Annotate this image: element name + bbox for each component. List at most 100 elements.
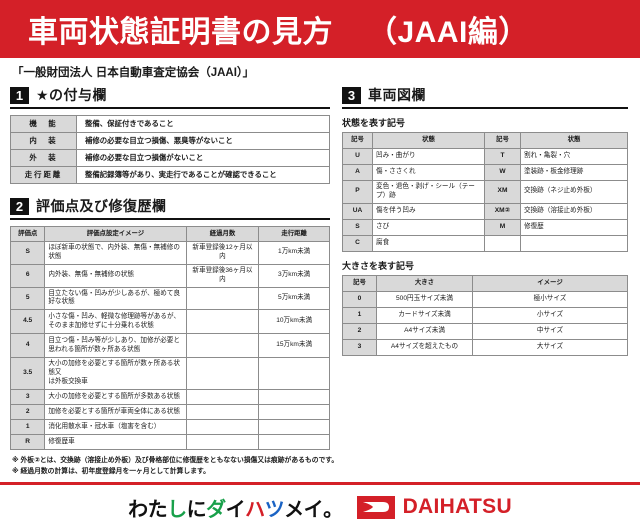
section-2-heading: 2 評価点及び修復歴欄 — [10, 196, 330, 220]
column-header-size: 大きさ — [376, 274, 473, 292]
cell-months — [185, 286, 260, 311]
content-columns: 1 ★の付与欄 機 能 整備、保証付きであること 内 装 補修の必要な目立つ損傷… — [0, 85, 640, 451]
cell-mileage: 15万km未満 — [258, 333, 330, 359]
cell-months — [185, 434, 260, 451]
cell-symbol-1: UA — [342, 202, 373, 220]
cell-symbol-2: M — [484, 218, 521, 236]
table-row: C 腐食 — [342, 234, 628, 252]
cell-point: 2 — [9, 404, 46, 421]
section-2-number: 2 — [10, 197, 29, 215]
cell-state-1: 傷・ささくれ — [372, 164, 485, 181]
right-column: 3 車両図欄 状態を表す記号 記号 状態 記号 状態 U 凹み・曲がり T 割れ… — [342, 85, 628, 450]
cell-months — [185, 357, 260, 391]
table-row: 0 500円玉サイズ未満 極小サイズ — [342, 290, 628, 308]
tagline-part: メイ — [284, 498, 324, 521]
state-symbols-table: 記号 状態 記号 状態 U 凹み・曲がり T 割れ・亀裂・穴 A 傷・ささくれ … — [342, 132, 628, 252]
cell-size-image: 中サイズ — [472, 322, 628, 340]
cell-symbol-1: A — [342, 164, 373, 181]
cell-symbol-2 — [484, 234, 521, 252]
size-symbols-table-body: 記号 大きさ イメージ 0 500円玉サイズ未満 極小サイズ 1 カードサイズ未… — [342, 274, 628, 356]
table-header-row: 記号 大きさ イメージ — [342, 274, 628, 292]
cell-size-image: 大サイズ — [472, 338, 628, 356]
page-footer: わたしにダイハツメイ。 DAIHATSU — [0, 485, 640, 529]
table-row: P 変色・退色・剥げ・シール（テープ）跡 XM 交換跡（ネジ止め外板） — [342, 180, 628, 204]
table-row: UA 傷を伴う凹み XM② 交換跡（溶接止め外板） — [342, 202, 628, 220]
row-description: 整備記録簿等があり、実走行であることが確認できること — [76, 166, 330, 184]
cell-size-image: 極小サイズ — [472, 290, 628, 308]
cell-point: R — [9, 434, 46, 451]
table-row: 1 カードサイズ未満 小サイズ — [342, 306, 628, 324]
table-row: S ほぼ新車の状態で、内外装、無傷・無補修の状態 新車登録後12ヶ月以内 1万k… — [9, 241, 330, 265]
cell-image: 修復歴車 — [44, 434, 187, 451]
cell-state-1: さび — [372, 218, 485, 236]
cell-months: 新車登録後12ヶ月以内 — [185, 241, 260, 265]
cell-state-1: 凹み・曲がり — [372, 148, 485, 165]
cell-mileage: 1万km未満 — [258, 241, 330, 265]
row-label: 機 能 — [10, 115, 77, 133]
cell-size: A4サイズ未満 — [376, 322, 473, 340]
cell-size: A4サイズを超えたもの — [376, 338, 473, 356]
footnote-line-1: ※ 外板②とは、交換跡（溶接止め外板）及び骨格部位に修復歴をともなない損傷又は痕… — [12, 457, 339, 465]
cell-months: 新車登録後36ヶ月以内 — [185, 263, 260, 288]
cell-symbol-1: U — [342, 148, 373, 165]
cell-months — [185, 309, 260, 335]
cell-size-image: 小サイズ — [472, 306, 628, 324]
cell-size-symbol: 3 — [342, 338, 377, 356]
cell-image: 消化用散水車・冠水車（塩害を含む） — [44, 419, 187, 436]
column-header-image: 評価点設定イメージ — [44, 226, 187, 242]
cell-mileage — [258, 357, 330, 391]
column-header-state-2: 状態 — [520, 132, 628, 149]
table-row: 5 目立たない傷・凹みが少しあるが、極めて良好な状態 5万km未満 — [9, 286, 330, 311]
column-header-symbol-2: 記号 — [484, 132, 521, 149]
footnote-line-2: ※ 経過月数の計算は、初年度登録月を一ヶ月として計算します。 — [12, 467, 210, 475]
cell-symbol-2: W — [484, 164, 521, 181]
daihatsu-tagline: わたしにダイハツメイ。 — [128, 493, 343, 522]
cell-point: 1 — [9, 419, 46, 436]
table-row: 3 A4サイズを超えたもの 大サイズ — [342, 338, 628, 356]
column-header-months: 経過月数 — [185, 226, 260, 242]
page-title-paren: （JAAI編） — [367, 16, 529, 49]
tagline-part: ハ — [245, 498, 265, 521]
cell-image: 小さな傷・凹み、軽微な修理跡等があるが、 そのまま加修せずに十分乗れる状態 — [44, 309, 187, 335]
table-row: 2 A4サイズ未満 中サイズ — [342, 322, 628, 340]
table-row: A 傷・ささくれ W 塗装跡・板金修理跡 — [342, 164, 628, 181]
column-header-symbol-1: 記号 — [342, 132, 373, 149]
cell-months — [185, 404, 260, 421]
table-row: 6 内外装、無傷・無補修の状態 新車登録後36ヶ月以内 3万km未満 — [9, 263, 330, 288]
cell-mileage: 5万km未満 — [258, 286, 330, 311]
cell-point: S — [9, 241, 46, 265]
cell-point: 3 — [9, 389, 46, 406]
tagline-part: し — [167, 498, 187, 521]
cell-mileage — [258, 404, 330, 421]
table-row: S さび M 修復歴 — [342, 218, 628, 236]
cell-state-2: 修復歴 — [520, 218, 628, 236]
page-title-main: 車両状態証明書の見方 — [28, 16, 333, 49]
cell-symbol-1: S — [342, 218, 373, 236]
table-row: 走行距離 整備記録簿等があり、実走行であることが確認できること — [10, 166, 330, 184]
section-3-number: 3 — [342, 86, 361, 104]
tagline-part: ツ — [264, 498, 285, 521]
section-1-number: 1 — [10, 86, 29, 104]
cell-image: 加修を必要とする箇所が車両全体にある状態 — [44, 404, 187, 421]
cell-point: 6 — [9, 263, 46, 288]
table-row: 機 能 整備、保証付きであること — [10, 115, 330, 133]
cell-state-1: 変色・退色・剥げ・シール（テープ）跡 — [372, 180, 485, 204]
section-1-title: ★の付与欄 — [36, 87, 108, 103]
section-2-table: 評価点 評価点設定イメージ 経過月数 走行距離 S ほぼ新車の状態で、内外装、無… — [9, 226, 330, 451]
tagline-part: 。 — [323, 498, 343, 521]
table-row: U 凹み・曲がり T 割れ・亀裂・穴 — [342, 148, 628, 165]
size-symbols-table: 記号 大きさ イメージ 0 500円玉サイズ未満 極小サイズ 1 カードサイズ未… — [342, 274, 628, 356]
tagline-part: ダ — [206, 498, 226, 521]
cell-image: 目立つ傷・凹み等が少しあり、加修が必要と 思われる箇所が数ヶ所ある状態 — [44, 333, 187, 359]
row-label: 内 装 — [10, 132, 77, 150]
section-3-title: 車両図欄 — [368, 87, 426, 103]
cell-state-2: 割れ・亀裂・穴 — [520, 148, 628, 165]
cell-point: 4 — [9, 333, 46, 359]
tagline-part: わた — [128, 498, 168, 521]
table-row: 4.5 小さな傷・凹み、軽微な修理跡等があるが、 そのまま加修せずに十分乗れる状… — [9, 309, 330, 335]
cell-size: 500円玉サイズ未満 — [376, 290, 473, 308]
footnotes: ※ 外板②とは、交換跡（溶接止め外板）及び骨格部位に修復歴をともなない損傷又は痕… — [0, 450, 640, 477]
cell-mileage — [258, 389, 330, 406]
column-header-size-image: イメージ — [472, 274, 628, 292]
cell-state-2 — [520, 234, 628, 252]
